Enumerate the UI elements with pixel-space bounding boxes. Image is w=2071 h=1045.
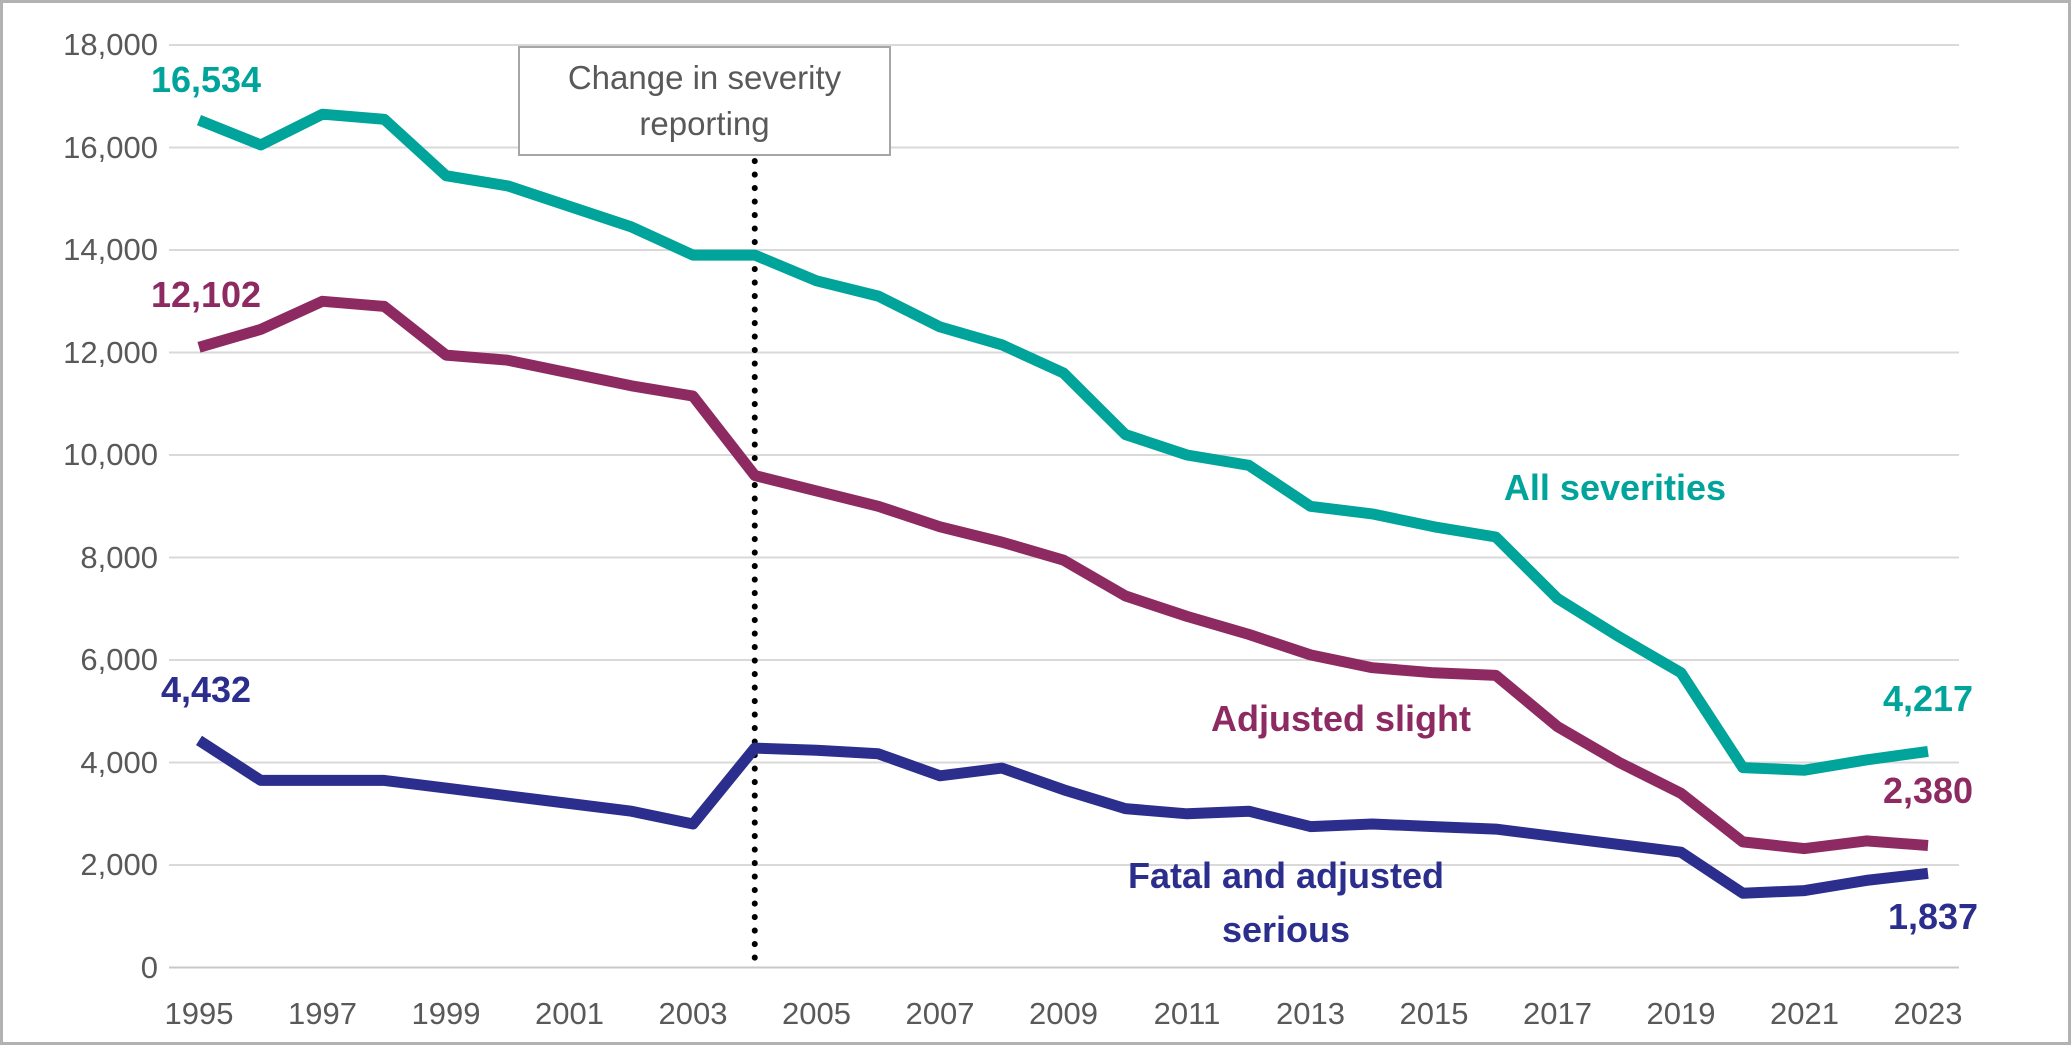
end-value-label-adjusted-slight: 2,380 bbox=[1882, 770, 1974, 811]
start-value-label-fatal-serious: 4,432 bbox=[160, 669, 252, 710]
x-axis-tick-label: 2005 bbox=[782, 996, 851, 1031]
y-axis-tick-label: 4,000 bbox=[80, 744, 158, 780]
x-axis-tick-label: 1999 bbox=[411, 996, 481, 1031]
series-label-fatal-serious: Fatal and adjusted serious bbox=[1127, 855, 1445, 950]
y-axis-tick-label: 0 bbox=[140, 949, 158, 985]
x-axis-tick-label: 1995 bbox=[164, 996, 234, 1031]
y-axis-tick-label: 18,000 bbox=[63, 27, 158, 62]
x-axis-tick-label: 2023 bbox=[1893, 996, 1963, 1031]
plot-area bbox=[169, 44, 1959, 969]
series-label-adjusted-slight: Adjusted slight bbox=[1211, 698, 1471, 739]
y-axis-tick-label: 12,000 bbox=[63, 334, 158, 370]
x-axis-tick-label: 2011 bbox=[1153, 996, 1221, 1031]
x-axis-tick-label: 2009 bbox=[1029, 996, 1098, 1031]
x-axis-tick-label: 2021 bbox=[1770, 996, 1839, 1031]
x-axis-tick-label: 2015 bbox=[1399, 996, 1469, 1031]
annotation-text-line1: Change in severity bbox=[567, 59, 842, 96]
y-axis-tick-label: 16,000 bbox=[63, 129, 158, 165]
y-axis-tick-label: 8,000 bbox=[80, 539, 158, 575]
y-axis-tick-label: 10,000 bbox=[63, 437, 158, 472]
line-series-all-severities bbox=[196, 108, 1929, 776]
line-series-fatal-and-adjusted-serious bbox=[196, 735, 1929, 899]
start-value-label-all-severities: 16,534 bbox=[150, 59, 262, 100]
x-axis-tick-label: 2013 bbox=[1276, 996, 1345, 1031]
y-axis-tick-label: 14,000 bbox=[63, 232, 158, 267]
annotation-box: Change in severity reporting bbox=[518, 46, 891, 156]
x-axis-tick-label: 2019 bbox=[1646, 996, 1716, 1031]
x-axis-tick-label: 2003 bbox=[658, 996, 728, 1031]
x-axis-tick-label: 2017 bbox=[1523, 996, 1592, 1031]
y-axis-tick-label: 2,000 bbox=[80, 847, 158, 882]
annotation-text-line2: reporting bbox=[639, 105, 770, 142]
start-value-label-adjusted-slight: 12,102 bbox=[150, 274, 262, 315]
x-axis-tick-label: 1997 bbox=[288, 996, 357, 1031]
line-series-adjusted-slight bbox=[197, 295, 1929, 855]
x-axis-tick-label: 2001 bbox=[535, 996, 604, 1031]
y-axis-tick-label: 6,000 bbox=[80, 642, 158, 677]
end-value-label-all-severities: 4,217 bbox=[1882, 678, 1974, 719]
series-label-all-severities: All severities bbox=[1503, 467, 1727, 508]
end-value-label-fatal-serious: 1,837 bbox=[1887, 896, 1979, 937]
x-axis-tick-label: 2007 bbox=[905, 996, 975, 1031]
